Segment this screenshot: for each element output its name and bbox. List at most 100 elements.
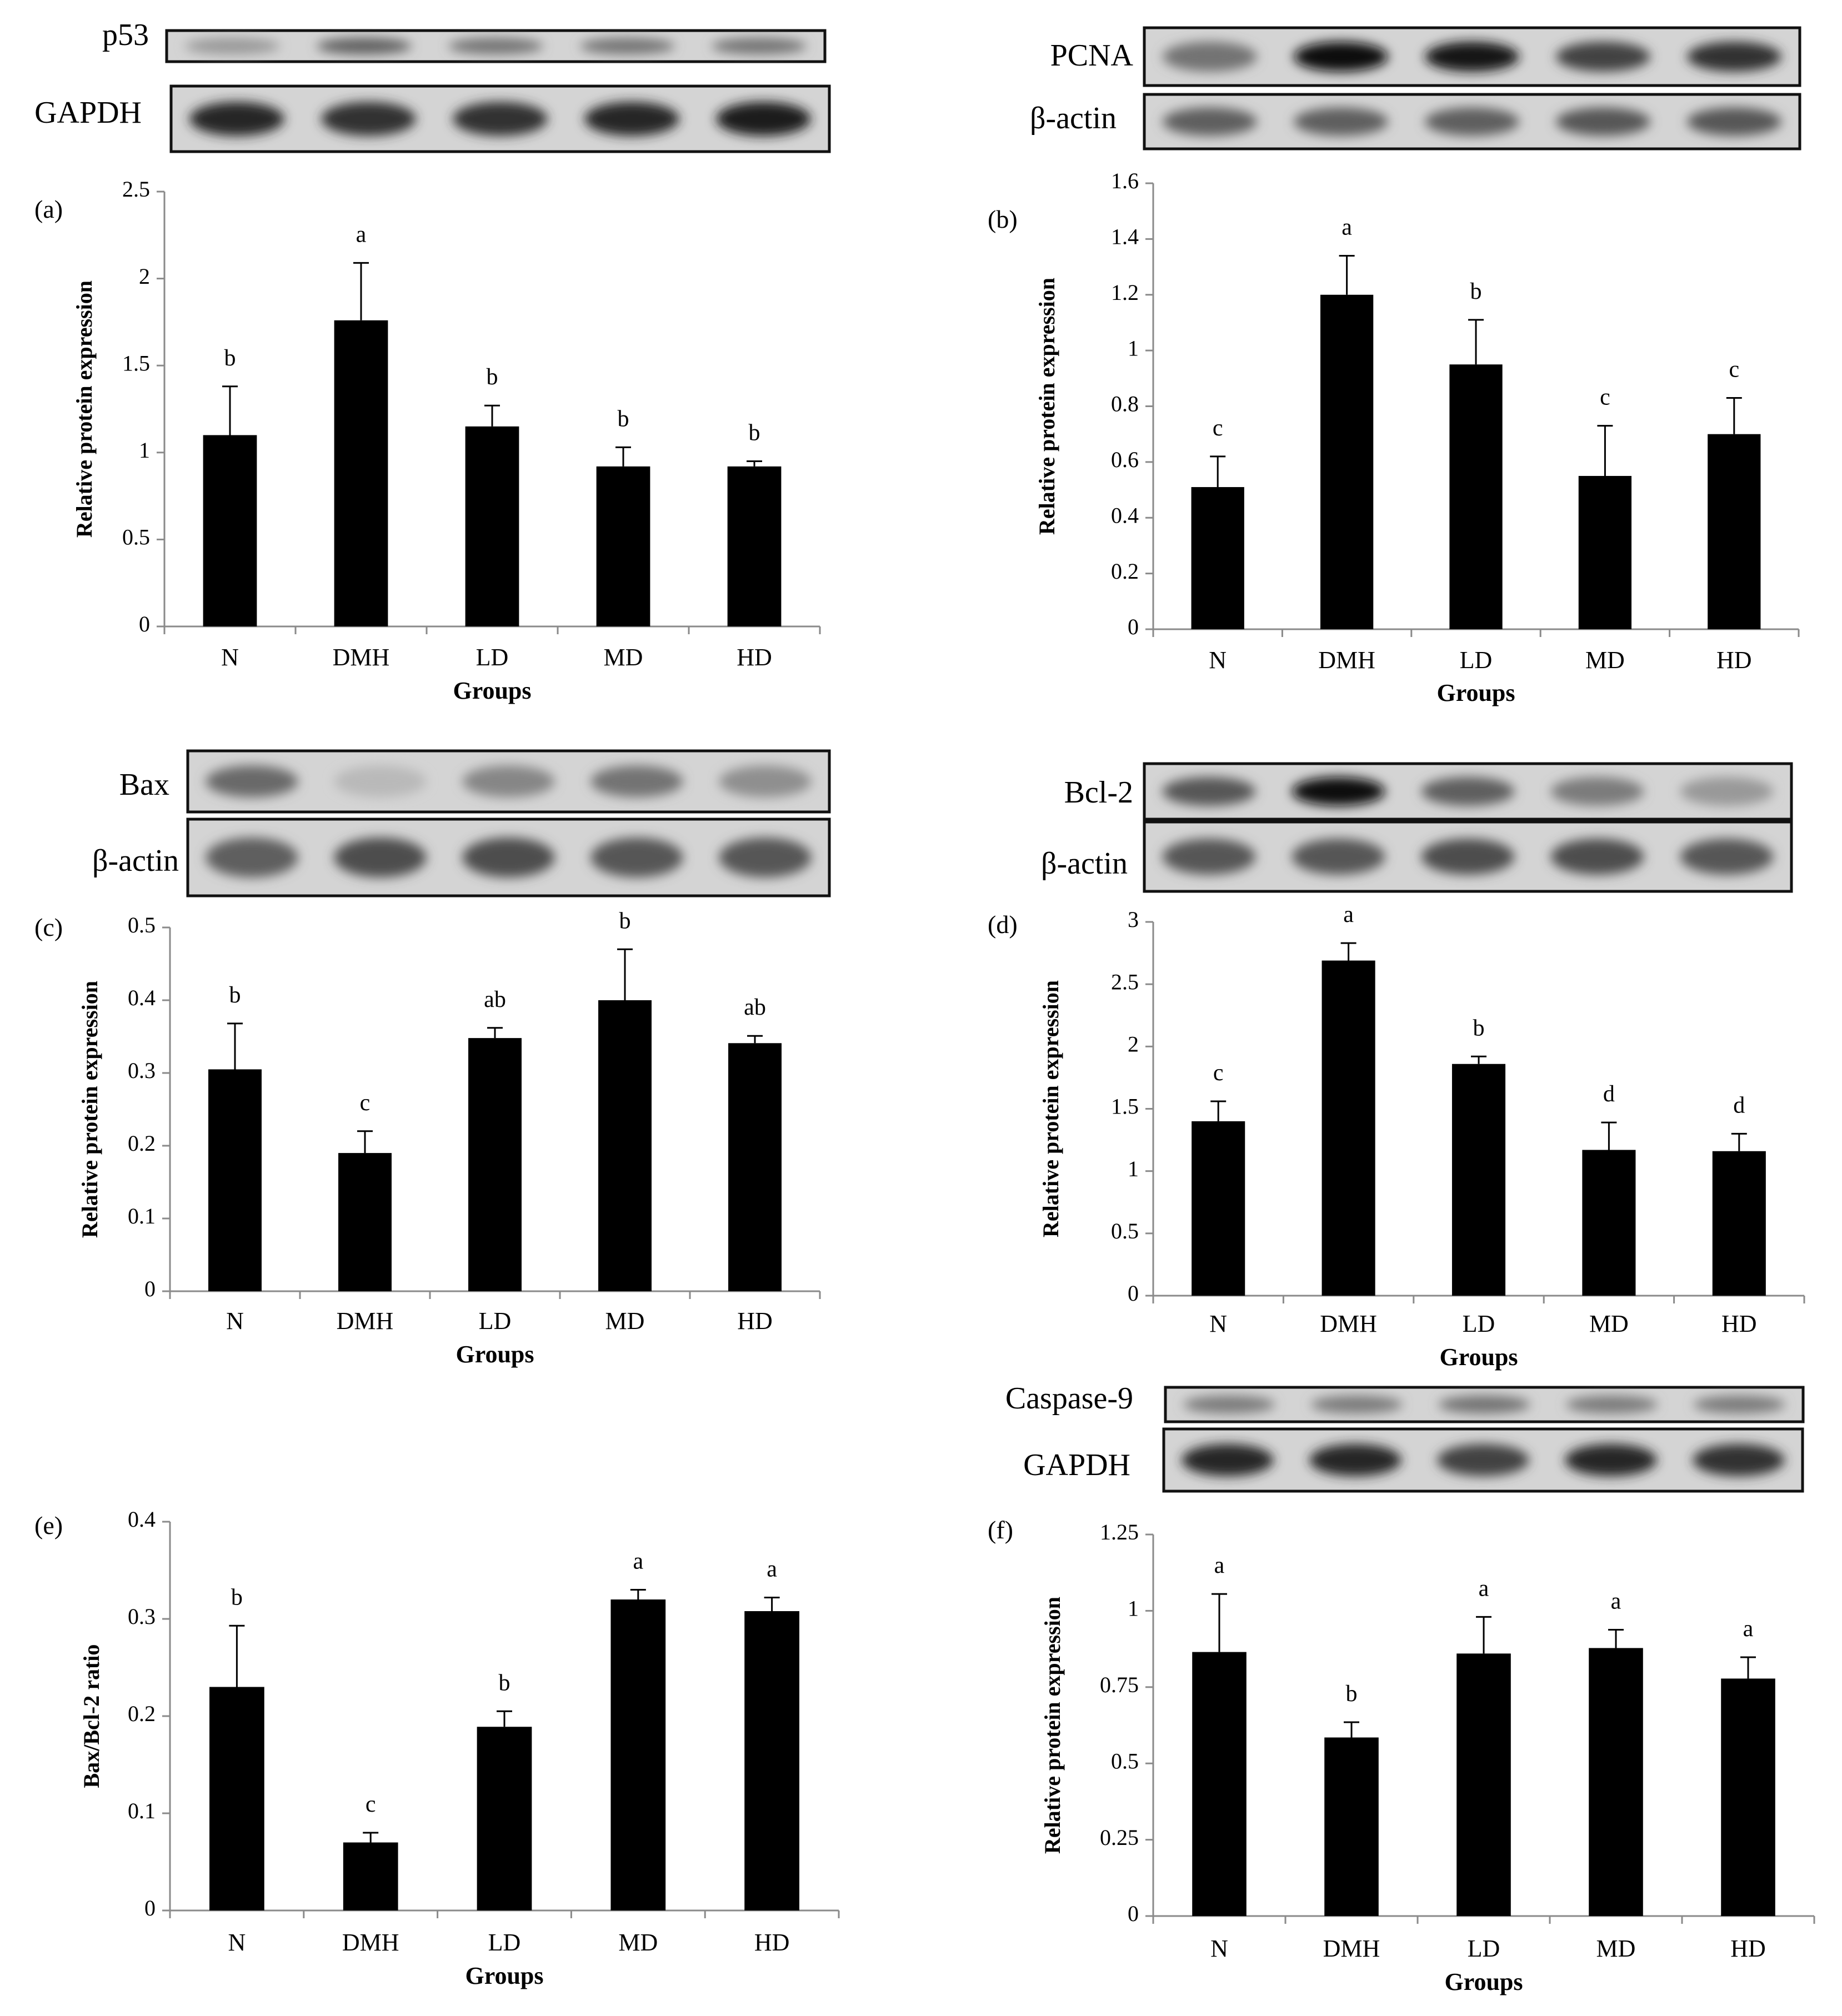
blot-band	[1693, 1443, 1785, 1477]
blot-band	[584, 102, 679, 136]
x-tick-label: DMH	[1320, 1310, 1377, 1337]
significance-letter: c	[360, 1090, 371, 1116]
blot-band	[1556, 107, 1650, 136]
blot-band	[1294, 41, 1388, 72]
bar	[468, 1038, 522, 1291]
panel-label: (c)	[34, 913, 63, 941]
bar	[744, 1611, 799, 1910]
blot-strip: Bcl-2	[1064, 762, 1793, 821]
significance-letter: a	[1214, 1553, 1225, 1578]
blot-band	[189, 102, 284, 136]
bar	[1456, 1653, 1511, 1916]
blot-label: β-actin	[1030, 101, 1117, 136]
y-tick-label: 2	[1128, 1032, 1139, 1057]
bar	[1192, 1652, 1247, 1916]
blot-label: GAPDH	[1023, 1448, 1130, 1482]
chart-panel-6: Caspase-9 GAPDH 0 0.25 0.5 0.75 1 1.25 a Nb DMH a LD…	[988, 1381, 1815, 1995]
x-axis-title: Groups	[1436, 679, 1515, 706]
x-axis-title: Groups	[456, 1341, 534, 1368]
x-tick-label: HD	[754, 1929, 790, 1956]
y-tick-label: 2.5	[122, 177, 150, 202]
y-tick-label: 1.4	[1111, 224, 1139, 249]
blot-band	[1550, 839, 1644, 875]
blot-band	[1421, 777, 1515, 806]
y-tick-label: 1.6	[1111, 168, 1139, 193]
blot-band	[1294, 107, 1388, 136]
significance-letter: b	[749, 420, 760, 445]
chart-panel-3: Bax β-actin 0 0.1 0.2 0.3 0.4 0.5 b Nc DMH ab LD b MD a…	[34, 749, 831, 1368]
blot-label: GAPDH	[34, 96, 142, 130]
significance-letter: d	[1733, 1092, 1745, 1118]
y-tick-label: 0.4	[1111, 503, 1139, 528]
blot-band	[206, 765, 298, 798]
blot-band	[1183, 1395, 1275, 1414]
bar	[596, 466, 650, 626]
blot-band	[1163, 107, 1257, 136]
significance-letter: a	[1743, 1616, 1754, 1642]
bar	[1191, 487, 1244, 629]
blot-band	[590, 765, 683, 798]
y-tick-label: 0.2	[128, 1131, 156, 1156]
blot-band	[206, 838, 298, 877]
bar	[1324, 1737, 1379, 1916]
blot-label: Caspase-9	[1005, 1381, 1133, 1416]
bar	[1708, 434, 1761, 629]
x-tick-label: MD	[605, 1307, 645, 1335]
panel-label: (e)	[34, 1511, 63, 1539]
y-tick-label: 1.2	[1111, 280, 1139, 305]
x-tick-label: DMH	[1323, 1935, 1380, 1962]
significance-letter: a	[1343, 902, 1354, 927]
blot-band	[716, 102, 811, 136]
y-tick-label: 0.4	[128, 985, 156, 1010]
y-tick-label: 0.2	[128, 1701, 156, 1726]
y-tick-label: 0.5	[1111, 1748, 1139, 1773]
significance-letter: b	[229, 982, 241, 1008]
significance-letter: ab	[484, 987, 506, 1012]
blot-band	[1425, 107, 1519, 136]
significance-letter: a	[767, 1557, 777, 1582]
significance-letter: a	[356, 222, 367, 247]
significance-letter: c	[1600, 385, 1610, 410]
bar	[1192, 1121, 1245, 1296]
significance-letter: a	[1479, 1576, 1489, 1601]
significance-letter: b	[224, 345, 236, 371]
x-tick-label: N	[228, 1929, 246, 1956]
blot-strip: Bax	[119, 749, 831, 814]
x-axis-title: Groups	[453, 677, 531, 704]
blot-strip: β-actin	[92, 818, 831, 897]
y-axis-title: Relative protein expression	[77, 981, 102, 1238]
y-tick-label: 0.6	[1111, 447, 1139, 472]
significance-letter: d	[1603, 1081, 1615, 1107]
blot-band	[453, 102, 548, 136]
blot-band	[1556, 41, 1650, 72]
chart-panel-5: 0 0.1 0.2 0.3 0.4 b Nc DMH b LD a MD a HD Groups Bax/Bc…	[34, 1507, 840, 1989]
x-tick-label: HD	[1721, 1310, 1757, 1337]
y-tick-label: 1	[1128, 1156, 1139, 1181]
bar	[334, 320, 388, 626]
x-axis-title: Groups	[1444, 1968, 1523, 1995]
blot-strip: p53	[102, 18, 827, 63]
blot-label: β-actin	[1041, 846, 1128, 881]
bar	[598, 1000, 652, 1291]
x-tick-label: DMH	[333, 644, 390, 671]
significance-letter: a	[1611, 1588, 1621, 1614]
bar	[338, 1153, 392, 1291]
x-tick-label: MD	[1585, 646, 1625, 674]
blot-band	[1425, 41, 1519, 72]
bar	[1712, 1151, 1766, 1296]
y-axis-title: Bax/Bcl-2 ratio	[79, 1644, 104, 1788]
significance-letter: c	[1213, 1060, 1224, 1086]
y-tick-label: 2	[139, 264, 150, 289]
blot-band	[1550, 777, 1644, 806]
x-tick-label: HD	[1716, 646, 1752, 674]
significance-letter: ab	[744, 995, 766, 1020]
chart-panel-2: PCNA β-actin 0 0.2 0.4 0.6 0.8 1 1.2 1.4 1.6 c Na DMH…	[988, 26, 1801, 706]
x-tick-label: N	[1209, 1310, 1227, 1337]
bar	[208, 1069, 262, 1291]
bar	[1322, 960, 1375, 1296]
significance-letter: b	[487, 364, 498, 390]
bar	[465, 426, 519, 626]
bar	[209, 1687, 264, 1910]
x-tick-label: HD	[737, 644, 772, 671]
blot-band	[1163, 41, 1257, 72]
